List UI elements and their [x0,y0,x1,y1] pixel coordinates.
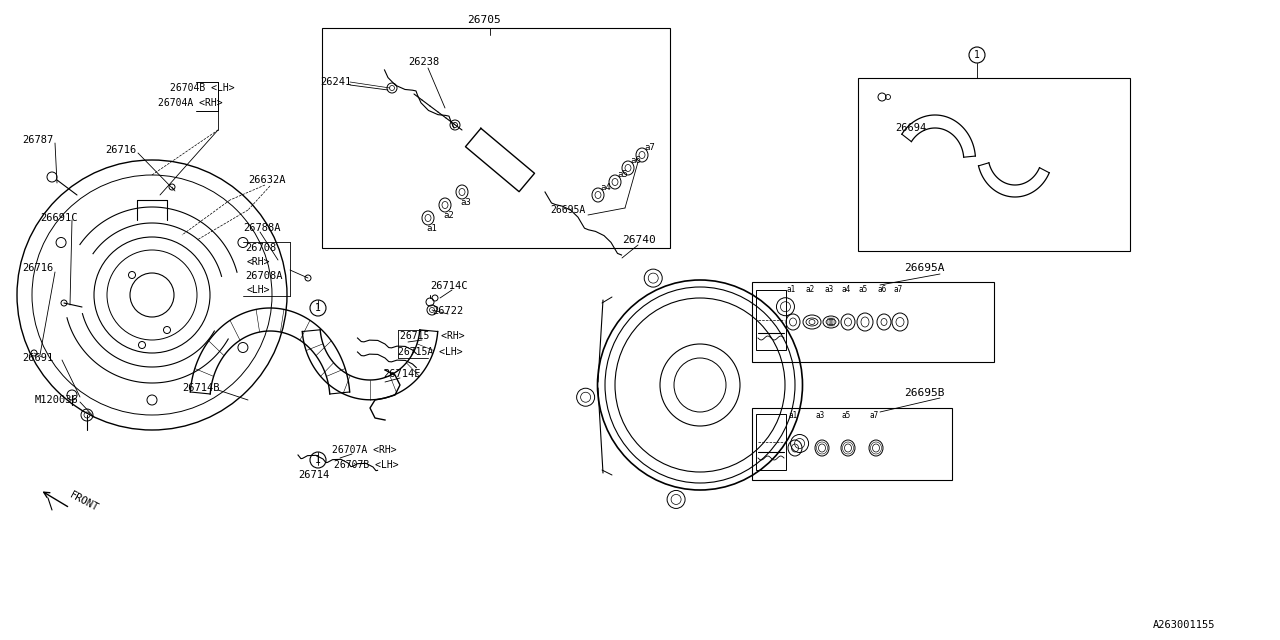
Text: a6: a6 [630,156,641,164]
Text: a1: a1 [788,410,797,419]
Text: 26714B: 26714B [182,383,219,393]
Text: 26695B: 26695B [904,388,945,398]
Bar [756,414,786,470]
Text: 26705: 26705 [467,15,500,25]
Bar [756,290,786,350]
Text: a3: a3 [824,285,833,294]
Text: 26714E: 26714E [383,369,421,379]
Text: a7: a7 [869,410,878,419]
Text: a1: a1 [786,285,796,294]
Text: 1: 1 [315,455,321,465]
Text: 26716: 26716 [22,263,54,273]
Bar [753,282,995,362]
Bar [323,28,669,248]
Text: M120036: M120036 [35,395,79,405]
Text: a3: a3 [460,198,471,207]
Text: 1: 1 [315,303,321,313]
Text: a5: a5 [859,285,868,294]
Text: 26715A <LH>: 26715A <LH> [398,347,462,357]
Text: a5: a5 [841,410,851,419]
Text: a5: a5 [617,170,627,179]
Text: 26691: 26691 [22,353,54,363]
Text: 26714: 26714 [298,470,329,480]
Bar [858,78,1130,251]
Text: 26241: 26241 [320,77,351,87]
Text: a2: a2 [805,285,814,294]
Text: 26722: 26722 [433,306,463,316]
Text: <LH>: <LH> [247,285,270,295]
Text: A263001155: A263001155 [1152,620,1215,630]
Text: 26238: 26238 [408,57,439,67]
Text: 26715  <RH>: 26715 <RH> [401,331,465,341]
Text: a6: a6 [877,285,887,294]
Text: a3: a3 [815,410,824,419]
Text: FRONT: FRONT [68,490,100,514]
Text: 26704A <RH>: 26704A <RH> [157,98,223,108]
Text: a2: a2 [443,211,453,220]
Text: 26708A: 26708A [244,271,283,281]
Text: 26740: 26740 [622,235,655,245]
Text: 26704B <LH>: 26704B <LH> [170,83,234,93]
Bar [753,408,952,480]
Text: a7: a7 [893,285,902,294]
Text: a4: a4 [841,285,851,294]
Text: 26694: 26694 [895,123,927,133]
Text: 26708: 26708 [244,243,276,253]
Text: 26695A: 26695A [904,263,945,273]
Text: a4: a4 [600,182,611,191]
Text: 26788A: 26788A [243,223,280,233]
Text: 26707A <RH>: 26707A <RH> [332,445,397,455]
Text: <RH>: <RH> [247,257,270,267]
Text: a1: a1 [426,223,436,232]
Text: 1: 1 [974,50,980,60]
Text: a7: a7 [644,143,655,152]
Text: 26714C: 26714C [430,281,467,291]
Text: 26707B <LH>: 26707B <LH> [334,460,398,470]
Text: 26632A: 26632A [248,175,285,185]
Text: 26691C: 26691C [40,213,78,223]
Text: 26695A: 26695A [550,205,585,215]
Text: 26787: 26787 [22,135,54,145]
Text: 26716: 26716 [105,145,136,155]
